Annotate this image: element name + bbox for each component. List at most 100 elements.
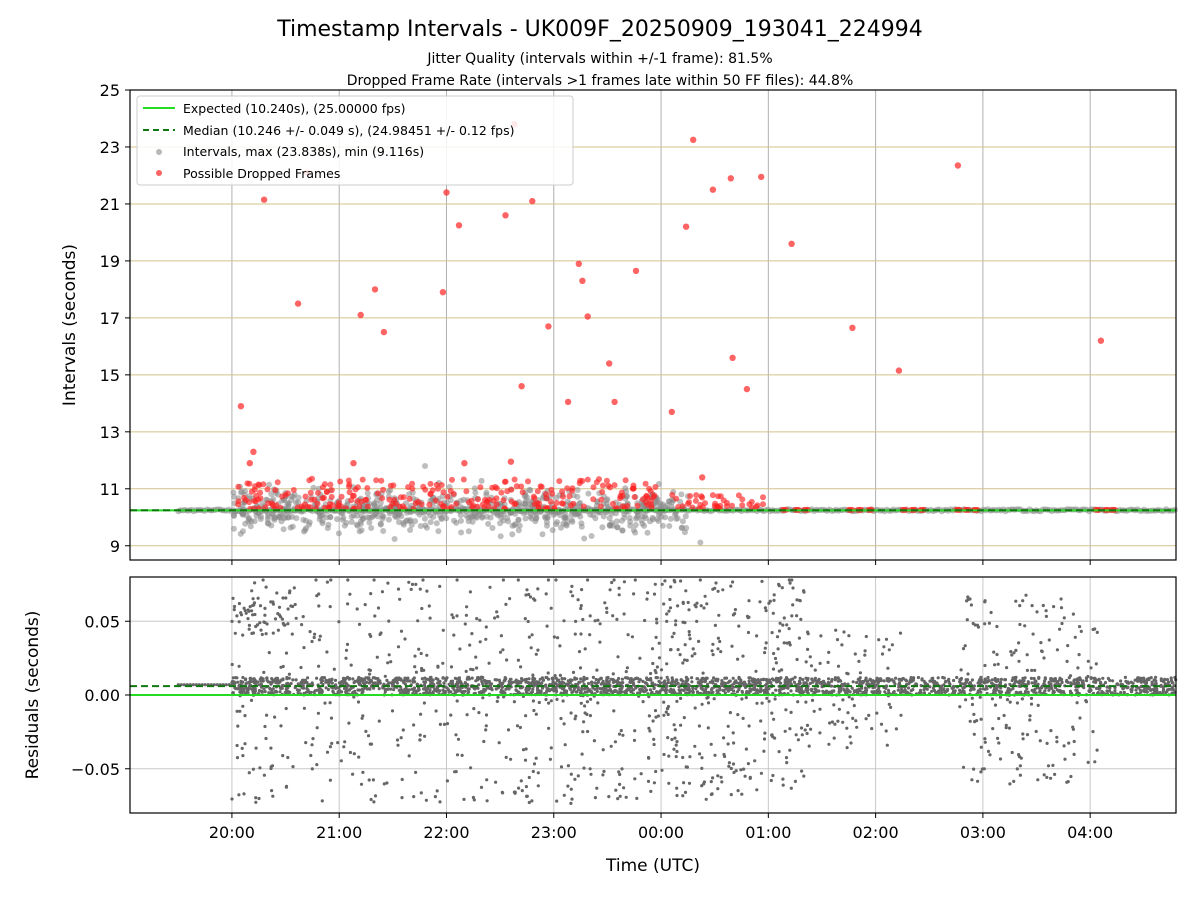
interval-point <box>553 521 560 528</box>
residual-point <box>646 591 650 595</box>
residual-point <box>859 682 864 686</box>
residual-point <box>1073 682 1077 686</box>
residual-point <box>629 680 633 685</box>
residual-point <box>279 724 283 728</box>
residual-point <box>309 690 313 694</box>
residual-point <box>852 689 857 693</box>
residual-point <box>781 777 785 781</box>
residual-point <box>563 677 567 681</box>
residual-point <box>882 679 886 683</box>
residual-point <box>994 688 998 692</box>
residual-point <box>1131 681 1135 685</box>
residual-point <box>854 719 858 723</box>
residual-point <box>604 686 608 691</box>
residual-point <box>317 638 321 642</box>
residual-point <box>745 614 750 618</box>
residual-point <box>570 678 574 682</box>
residual-point <box>762 677 766 681</box>
residual-point <box>601 773 605 777</box>
residual-point <box>827 742 831 746</box>
residual-point <box>1017 659 1021 663</box>
residual-point <box>302 706 306 710</box>
dropped-frame-point <box>498 489 505 496</box>
dropped-frame-point <box>309 475 315 482</box>
residual-point <box>576 688 581 692</box>
residual-point <box>582 682 586 686</box>
residual-point <box>499 684 503 689</box>
residual-point <box>978 678 982 682</box>
residual-point <box>687 633 692 637</box>
residual-point <box>588 633 592 637</box>
residual-point <box>487 679 491 684</box>
residual-point <box>667 754 671 758</box>
dropped-frame-point <box>274 479 281 486</box>
residual-point <box>1030 681 1034 685</box>
residual-point <box>1072 678 1076 682</box>
residual-point <box>396 743 400 747</box>
residual-point <box>519 665 523 669</box>
residual-point <box>654 715 658 719</box>
top-y-tick-label: 21 <box>100 195 120 214</box>
residual-point <box>813 690 818 694</box>
residual-point <box>843 689 847 694</box>
residual-point <box>518 725 523 730</box>
residual-point <box>666 712 670 717</box>
residual-point <box>607 795 611 799</box>
interval-point <box>457 512 464 519</box>
residual-point <box>925 687 929 691</box>
residual-point <box>1058 678 1062 682</box>
residual-point <box>616 797 620 801</box>
residual-point <box>772 593 776 597</box>
residual-point <box>743 774 747 778</box>
residual-point <box>797 681 802 686</box>
residual-point <box>841 720 845 724</box>
residual-point <box>784 756 789 760</box>
residual-point <box>1036 703 1040 708</box>
residual-point <box>524 593 528 597</box>
residual-point <box>870 690 874 694</box>
dropped-frame-point <box>485 503 492 510</box>
residual-point <box>422 701 426 705</box>
residual-point <box>291 678 295 682</box>
residual-point <box>605 676 610 681</box>
residual-point <box>250 631 254 636</box>
interval-point <box>632 529 639 536</box>
residual-point <box>672 631 676 636</box>
residual-point <box>237 620 241 624</box>
residual-point <box>1146 687 1150 691</box>
residual-point <box>531 769 535 774</box>
residual-point <box>1075 701 1079 705</box>
residual-point <box>1025 687 1029 691</box>
residual-point <box>857 659 861 664</box>
residual-point <box>970 696 974 700</box>
residual-point <box>762 749 766 753</box>
dropped-frame-point <box>1097 337 1105 344</box>
residual-point <box>674 623 678 627</box>
residual-point <box>663 579 667 583</box>
residual-point <box>588 714 593 718</box>
interval-point <box>562 514 569 521</box>
residual-point <box>445 676 449 680</box>
residual-point <box>620 767 624 771</box>
dropped-frame-point <box>709 186 717 193</box>
residual-point <box>254 800 258 804</box>
residual-point <box>969 603 974 607</box>
dropped-frame-point <box>599 482 606 489</box>
residual-point <box>534 756 538 760</box>
residual-point <box>704 686 708 691</box>
residual-point <box>236 680 240 684</box>
residual-point <box>840 643 844 647</box>
residual-point <box>595 786 599 790</box>
residual-point <box>679 579 683 583</box>
residual-point <box>1170 685 1175 689</box>
residual-point <box>264 585 268 589</box>
residual-point <box>328 745 332 749</box>
residual-point <box>827 650 831 655</box>
residual-point <box>360 716 364 720</box>
residual-point <box>239 688 243 692</box>
residual-point <box>681 661 685 665</box>
dropped-frame-point <box>250 448 257 455</box>
dropped-frame-point <box>378 477 385 484</box>
residual-point <box>887 702 891 706</box>
residual-point <box>237 684 241 688</box>
